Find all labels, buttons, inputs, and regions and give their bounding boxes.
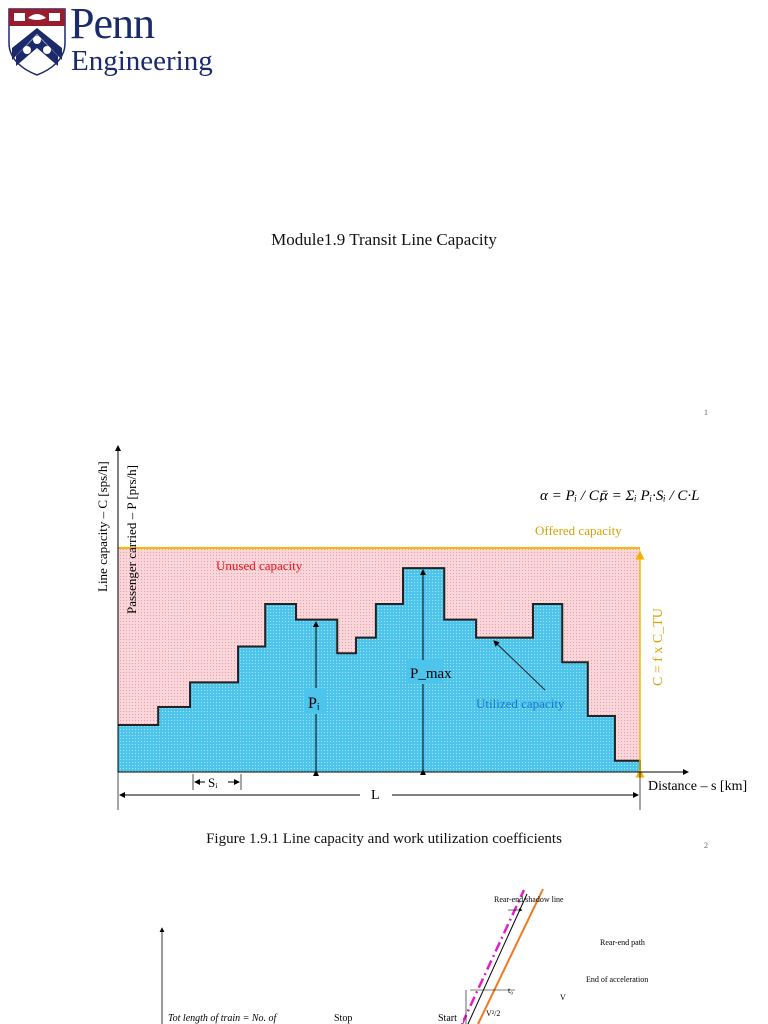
shadow-line-label: Rear-end shadow line — [494, 895, 564, 904]
t0-label: t₀ — [508, 986, 513, 995]
stop-label: Stop — [334, 1013, 352, 1024]
capacity-formula-label: C = f x C_TU — [651, 608, 666, 686]
y-axis-label-passengers: Passenger carried – P [prs/h] — [124, 465, 139, 614]
shadow-line — [460, 889, 526, 1024]
start-label: Start — [438, 1013, 457, 1024]
shield-icon — [8, 8, 66, 76]
page-number: 1 — [704, 408, 708, 417]
end-of-acceleration-label: End of acceleration — [586, 975, 648, 984]
pmax-label: P_max — [410, 666, 452, 682]
figure-caption: Figure 1.9.1 Line capacity and work util… — [206, 831, 562, 847]
utilized-pointer-arrow — [493, 640, 546, 691]
utilized-capacity-label: Utilized capacity — [476, 696, 565, 711]
logo-text-penn: Penn — [70, 0, 155, 48]
capacity-diagram: Line capacity – C [sps/h] Passenger carr… — [95, 445, 747, 810]
utilized-capacity-area — [118, 568, 640, 772]
si-label: Sᵢ — [208, 775, 218, 790]
v-label: V — [560, 993, 566, 1002]
length-label: L — [371, 788, 380, 803]
logo-text-engineering: Engineering — [71, 45, 213, 77]
slide-title: Module1.9 Transit Line Capacity — [271, 230, 497, 249]
front-path — [467, 893, 528, 1024]
offered-capacity-label: Offered capacity — [535, 523, 622, 538]
alpha-formula: α = Pᵢ / C; — [540, 488, 604, 504]
train-length-label: Tot length of train = No. of — [168, 1013, 278, 1024]
x-axis-label: Distance – s [km] — [648, 779, 747, 794]
pi-label: Pᵢ — [308, 695, 320, 712]
rear-end-path-label: Rear-end path — [600, 938, 645, 947]
page-number-2: 2 — [704, 841, 708, 850]
v2-label: V²/2 — [486, 1009, 500, 1018]
passenger-step-line — [118, 567, 641, 772]
alpha-bar-formula: ᾱ = Σᵢ Pᵢ·Sᵢ / C·L — [600, 488, 699, 504]
unused-capacity-label: Unused capacity — [216, 558, 303, 573]
y-axis-label-capacity: Line capacity – C [sps/h] — [95, 461, 110, 592]
rear-end-path — [477, 888, 544, 1024]
train-diagram-partial: Rear-end shadow line Rear-end path End o… — [159, 888, 648, 1024]
